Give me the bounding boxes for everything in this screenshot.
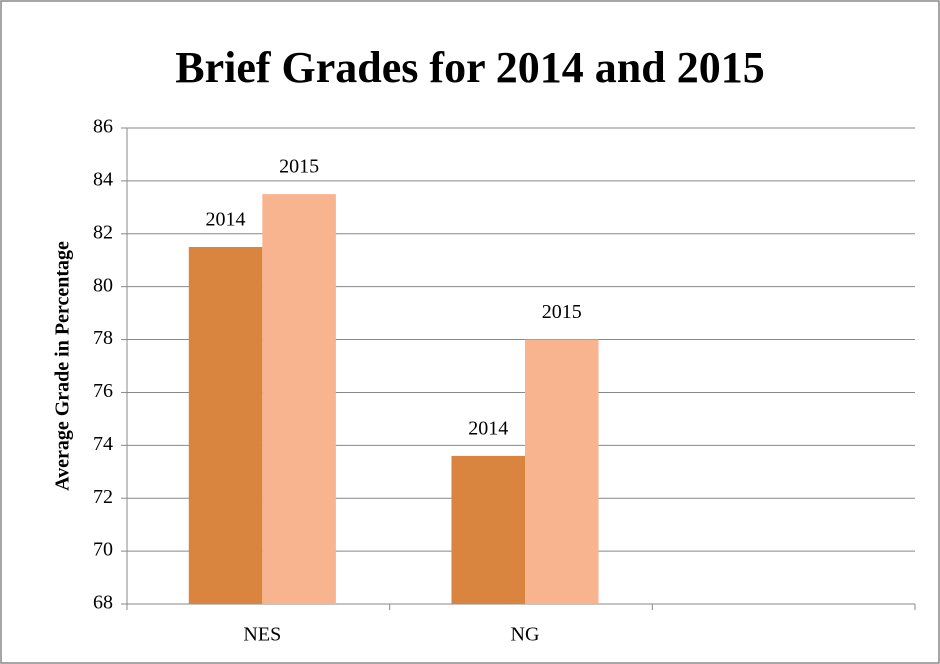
bar bbox=[188, 247, 263, 604]
y-tick-label: 70 bbox=[93, 539, 113, 561]
x-tick-label: NES bbox=[243, 624, 281, 646]
y-tick-label: 72 bbox=[93, 486, 113, 508]
y-axis-label: Average Grade in Percentage bbox=[52, 241, 74, 491]
chart-title: Brief Grades for 2014 and 2015 bbox=[175, 43, 765, 92]
x-tick-label: NG bbox=[511, 624, 540, 646]
bar-label: 2015 bbox=[279, 156, 319, 178]
y-tick-label: 80 bbox=[93, 274, 113, 296]
y-tick-label: 78 bbox=[93, 327, 113, 349]
bar bbox=[525, 339, 599, 604]
bar bbox=[451, 455, 525, 604]
bar bbox=[262, 194, 336, 604]
y-tick-label: 86 bbox=[93, 116, 113, 138]
y-tick-label: 84 bbox=[93, 168, 113, 190]
y-tick-label: 74 bbox=[93, 433, 113, 455]
y-tick-label: 68 bbox=[93, 592, 113, 614]
bar-label: 2014 bbox=[468, 418, 508, 440]
y-tick-label: 82 bbox=[93, 221, 113, 243]
bar-label: 2014 bbox=[206, 209, 246, 231]
bar-label: 2015 bbox=[542, 301, 582, 323]
y-tick-label: 76 bbox=[93, 380, 113, 402]
